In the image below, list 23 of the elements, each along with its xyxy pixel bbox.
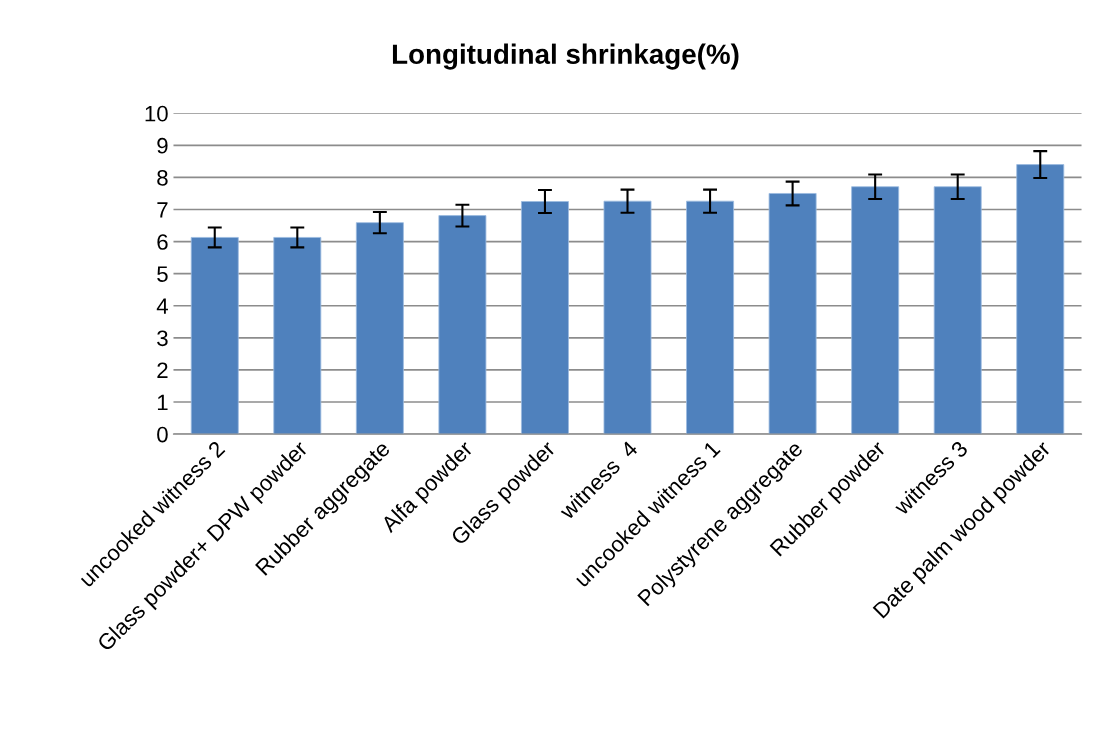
bar <box>851 186 900 435</box>
bar <box>190 237 239 435</box>
bar <box>933 186 982 435</box>
bar <box>521 201 569 435</box>
bar <box>273 237 322 435</box>
bar <box>355 222 404 435</box>
y-tick-label: 3 <box>157 330 168 347</box>
y-tick-label: 1 <box>157 394 168 411</box>
y-tick-label: 7 <box>157 202 168 218</box>
y-tick-label: 10 <box>145 105 168 122</box>
y-tick-label: 5 <box>157 266 168 282</box>
bar <box>1016 164 1065 435</box>
bar <box>438 215 487 435</box>
bar <box>768 193 817 435</box>
y-tick-label: 8 <box>157 169 168 186</box>
y-tick-label: 6 <box>157 234 168 250</box>
bar <box>603 200 652 435</box>
y-tick-label: 9 <box>157 137 168 154</box>
bar <box>686 200 734 435</box>
y-tick-label: 4 <box>156 298 168 314</box>
chart-title: Longitudinal shrinkage(%) <box>392 43 739 70</box>
y-tick-label: 0 <box>157 426 168 443</box>
y-tick-label: 2 <box>157 362 168 378</box>
